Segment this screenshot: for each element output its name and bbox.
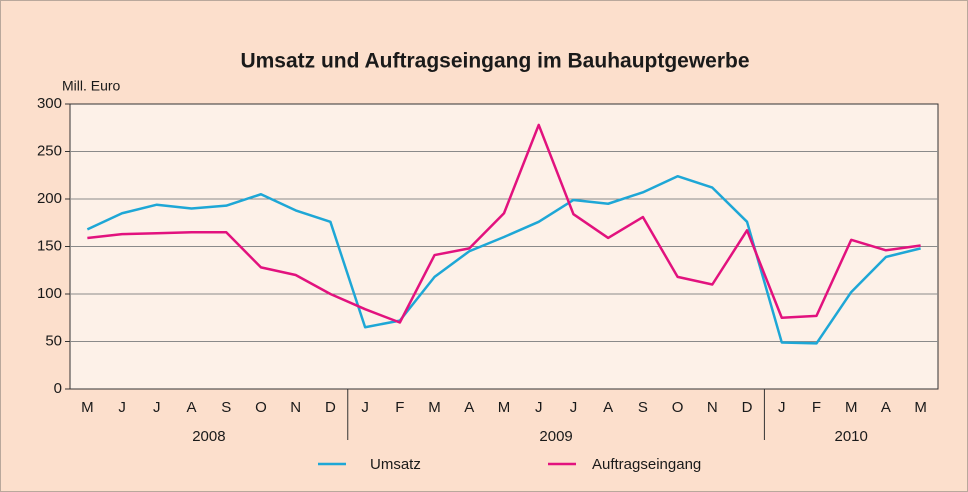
x-tick-label: D: [325, 399, 336, 416]
x-tick-label: A: [464, 399, 474, 416]
x-tick-label: M: [914, 399, 927, 416]
y-tick-label: 250: [37, 142, 62, 159]
x-tick-label: J: [570, 399, 578, 416]
series-line: [86, 174, 921, 345]
x-tick-label: A: [603, 399, 613, 416]
x-tick-label: F: [812, 399, 821, 416]
x-tick-label: O: [672, 399, 684, 416]
y-tick-label: 100: [37, 285, 62, 302]
x-tick-label: N: [290, 399, 301, 416]
x-tick-label: S: [638, 399, 648, 416]
x-tick-label: N: [707, 399, 718, 416]
x-tick-label: J: [778, 399, 786, 416]
group-label: 2010: [835, 428, 868, 445]
x-tick-label: J: [535, 399, 543, 416]
legend-label: Auftragseingang: [592, 456, 701, 473]
chart-title: Umsatz und Auftragseingang im Bauhauptge…: [240, 50, 749, 73]
legend-label: Umsatz: [370, 456, 421, 473]
x-tick-label: J: [118, 399, 126, 416]
y-tick-label: 0: [54, 380, 62, 397]
x-tick-label: S: [221, 399, 231, 416]
x-tick-label: M: [498, 399, 511, 416]
x-tick-label: M: [845, 399, 858, 416]
y-tick-label: 300: [37, 95, 62, 112]
group-label: 2008: [192, 428, 225, 445]
x-tick-label: J: [153, 399, 161, 416]
group-label: 2009: [539, 428, 572, 445]
x-tick-label: M: [81, 399, 94, 416]
series-line: [87, 123, 921, 324]
y-tick-label: 50: [45, 332, 62, 349]
x-tick-label: D: [742, 399, 753, 416]
y-axis-label: Mill. Euro: [62, 78, 121, 94]
x-tick-label: A: [187, 399, 197, 416]
x-tick-label: A: [881, 399, 891, 416]
x-tick-label: M: [428, 399, 441, 416]
y-tick-label: 150: [37, 237, 62, 254]
y-tick-label: 200: [37, 190, 62, 207]
x-tick-label: F: [395, 399, 404, 416]
x-tick-label: O: [255, 399, 267, 416]
x-tick-label: J: [361, 399, 369, 416]
